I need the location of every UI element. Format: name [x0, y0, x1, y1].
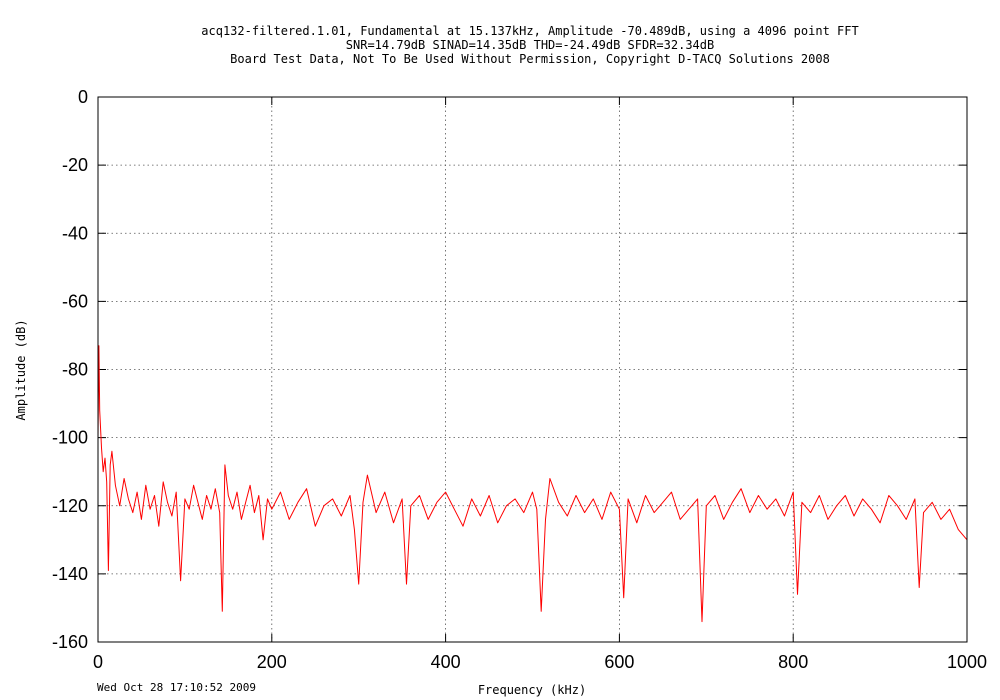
title-line-1: acq132-filtered.1.01, Fundamental at 15.…	[201, 24, 858, 38]
y-tick-label: -60	[62, 291, 88, 311]
plot-frame	[97, 96, 968, 643]
x-tick-label: 200	[257, 652, 287, 672]
y-tick-label: -160	[52, 632, 88, 652]
title-line-3: Board Test Data, Not To Be Used Without …	[230, 52, 830, 66]
x-tick-label: 800	[778, 652, 808, 672]
y-tick-label: -120	[52, 496, 88, 516]
y-axis-label: Amplitude (dB)	[14, 319, 28, 420]
timestamp: Wed Oct 28 17:10:52 2009	[97, 681, 256, 694]
series-line	[97, 345, 968, 623]
x-tick-label: 600	[604, 652, 634, 672]
y-tick-label: -140	[52, 564, 88, 584]
y-tick-label: -20	[62, 155, 88, 175]
series-layer	[97, 345, 968, 623]
chart-title: acq132-filtered.1.01, Fundamental at 15.…	[201, 24, 858, 66]
y-tick-label: -80	[62, 360, 88, 380]
y-tick-label: 0	[78, 87, 88, 107]
x-axis-label: Frequency (kHz)	[478, 683, 586, 697]
title-line-2: SNR=14.79dB SINAD=14.35dB THD=-24.49dB S…	[346, 38, 714, 52]
y-tick-label: -100	[52, 428, 88, 448]
x-tick-label: 0	[93, 652, 103, 672]
y-tick-label: -40	[62, 223, 88, 243]
grid-lines	[98, 97, 967, 642]
axis-ticks: 0 200 400 600 800 1000 0 -20 -40 -60 -80 -100 -120 -1…	[52, 87, 987, 672]
x-tick-label: 1000	[947, 652, 987, 672]
x-tick-label: 400	[431, 652, 461, 672]
